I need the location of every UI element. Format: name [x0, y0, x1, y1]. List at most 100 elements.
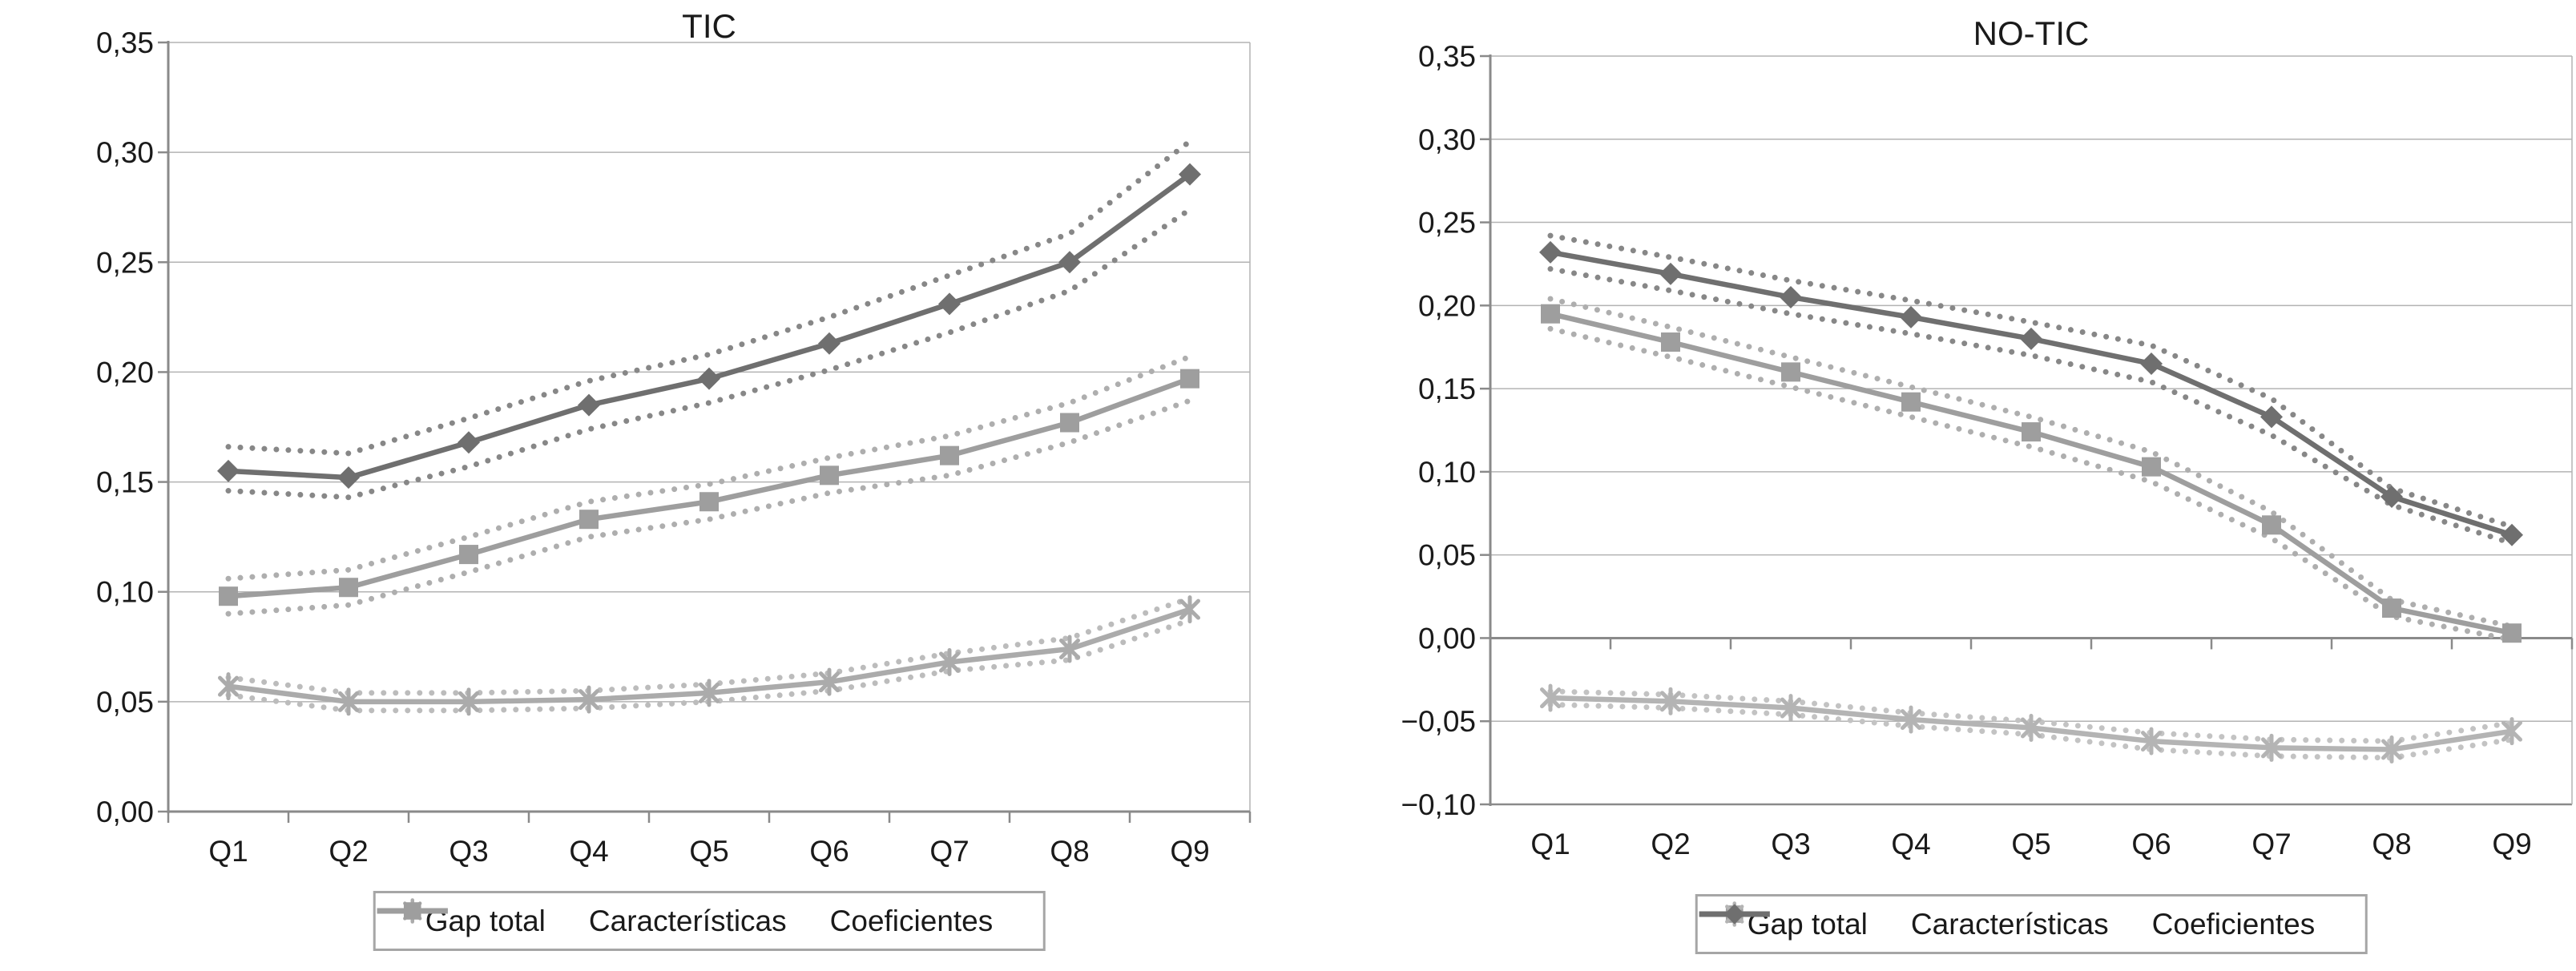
- confidence-band-lower-coeficientes: [225, 397, 1193, 617]
- marker-square-coeficientes: [459, 545, 478, 565]
- y-tick-label: 0,15: [96, 466, 154, 499]
- marker-diamond-coeficientes: [1539, 240, 1562, 264]
- x-tick-label: Q5: [689, 835, 728, 868]
- y-tick-label: 0,20: [96, 356, 154, 389]
- confidence-band-lower-gap-total: [225, 206, 1193, 501]
- y-tick-label: 0,00: [1418, 622, 1476, 655]
- x-tick-label: Q1: [1530, 828, 1570, 860]
- marker-asterisk-caracteristicas: [578, 689, 599, 711]
- legend-marker-diamond: [1724, 904, 1745, 925]
- marker-square-gap-total: [1781, 362, 1800, 382]
- y-tick-label: 0,25: [96, 246, 154, 279]
- marker-asterisk-caracteristicas: [2141, 731, 2162, 752]
- marker-diamond-coeficientes: [2380, 486, 2403, 509]
- x-tick-label: Q2: [1651, 828, 1690, 860]
- y-tick-label: 0,35: [1418, 40, 1476, 73]
- x-tick-label: Q8: [2372, 828, 2411, 860]
- marker-square-coeficientes: [219, 586, 238, 606]
- marker-diamond-gap-total: [1058, 251, 1081, 274]
- x-tick-label: Q6: [2131, 828, 2171, 860]
- marker-asterisk-caracteristicas: [1540, 687, 1561, 709]
- marker-diamond-coeficientes: [2140, 352, 2163, 375]
- y-tick-label: −0,10: [1401, 788, 1476, 821]
- marker-diamond-gap-total: [458, 431, 480, 454]
- confidence-band-upper-gap-total: [1547, 296, 2515, 630]
- legend-marker-square: [403, 902, 421, 920]
- x-tick-label: Q5: [2011, 828, 2050, 860]
- marker-diamond-coeficientes: [2501, 523, 2523, 546]
- legend-label: Coeficientes: [829, 905, 994, 937]
- marker-square-coeficientes: [1060, 413, 1079, 433]
- legend-label: Características: [588, 905, 787, 937]
- marker-asterisk-caracteristicas: [1901, 709, 1921, 731]
- y-tick-label: 0,15: [1418, 373, 1476, 405]
- legend-label: Coeficientes: [2151, 908, 2316, 941]
- y-tick-label: 0,25: [1418, 207, 1476, 240]
- marker-square-coeficientes: [1180, 369, 1199, 389]
- marker-diamond-gap-total: [578, 393, 600, 417]
- y-tick-label: 0,20: [1418, 289, 1476, 322]
- y-tick-label: 0,35: [96, 26, 154, 59]
- y-tick-label: 0,10: [1418, 456, 1476, 489]
- marker-diamond-gap-total: [217, 459, 240, 482]
- marker-square-coeficientes: [339, 578, 358, 598]
- x-tick-label: Q1: [208, 835, 248, 868]
- x-tick-label: Q3: [1771, 828, 1810, 860]
- marker-asterisk-caracteristicas: [1179, 598, 1200, 620]
- x-tick-label: Q4: [1891, 828, 1930, 860]
- x-tick-label: Q6: [809, 835, 849, 868]
- legend-tic: Gap total Características Coeficientes: [373, 891, 1046, 951]
- marker-asterisk-caracteristicas: [338, 691, 359, 712]
- marker-asterisk-caracteristicas: [218, 675, 239, 697]
- confidence-band-upper-coeficientes: [225, 353, 1193, 582]
- y-tick-label: 0,05: [1418, 539, 1476, 572]
- y-tick-label: 0,30: [96, 136, 154, 169]
- marker-square-coeficientes: [940, 445, 959, 465]
- marker-square-gap-total: [2142, 457, 2161, 477]
- marker-diamond-gap-total: [337, 466, 360, 490]
- confidence-band-upper-gap-total: [225, 138, 1193, 457]
- marker-asterisk-caracteristicas: [819, 671, 840, 693]
- y-tick-label: −0,05: [1401, 705, 1476, 738]
- x-tick-label: Q9: [1170, 835, 1209, 868]
- confidence-band-lower-gap-total: [1547, 325, 2515, 643]
- legend-item-coeficientes: Coeficientes: [1699, 904, 2316, 941]
- x-tick-label: Q3: [449, 835, 488, 868]
- marker-asterisk-caracteristicas: [2501, 720, 2522, 742]
- legend-label: Características: [1910, 908, 2109, 941]
- marker-square-gap-total: [2262, 515, 2281, 535]
- marker-diamond-coeficientes: [1780, 285, 1802, 308]
- x-tick-label: Q4: [569, 835, 608, 868]
- chart-tic: 0,35 0,30 0,25 0,20 0,15 0,10 0,05 0,00 Q1 Q2 Q3 Q4…: [96, 7, 1252, 868]
- legend-item-caracteristicas: Características: [377, 898, 787, 937]
- x-tick-label: Q7: [929, 835, 969, 868]
- marker-square-gap-total: [2022, 422, 2041, 442]
- marker-asterisk-caracteristicas: [1660, 691, 1681, 712]
- marker-diamond-gap-total: [1179, 163, 1201, 186]
- x-tick-label: Q8: [1050, 835, 1089, 868]
- legend-no-tic: Gap total Características Coeficientes: [1695, 894, 2368, 954]
- chart-title: TIC: [682, 7, 736, 45]
- marker-diamond-coeficientes: [1900, 305, 1922, 328]
- marker-asterisk-caracteristicas: [1059, 639, 1080, 660]
- legend-diamond-icon: [1699, 904, 1770, 925]
- confidence-band-upper-coeficientes: [1547, 232, 2515, 530]
- marker-diamond-coeficientes: [2020, 327, 2042, 350]
- x-tick-label: Q2: [329, 835, 368, 868]
- marker-diamond-gap-total: [818, 332, 841, 355]
- x-tick-label: Q9: [2492, 828, 2531, 860]
- legend-square-icon: [377, 902, 448, 920]
- marker-square-gap-total: [2502, 623, 2522, 643]
- marker-square-coeficientes: [820, 465, 839, 486]
- marker-asterisk-caracteristicas: [1780, 697, 1801, 719]
- x-tick-label: Q7: [2251, 828, 2291, 860]
- marker-asterisk-caracteristicas: [699, 682, 720, 703]
- y-tick-label: 0,30: [1418, 123, 1476, 156]
- marker-diamond-gap-total: [938, 292, 961, 316]
- marker-square-coeficientes: [699, 492, 719, 512]
- y-tick-label: 0,00: [96, 796, 154, 828]
- marker-asterisk-caracteristicas: [2381, 739, 2402, 760]
- marker-asterisk-caracteristicas: [458, 691, 479, 712]
